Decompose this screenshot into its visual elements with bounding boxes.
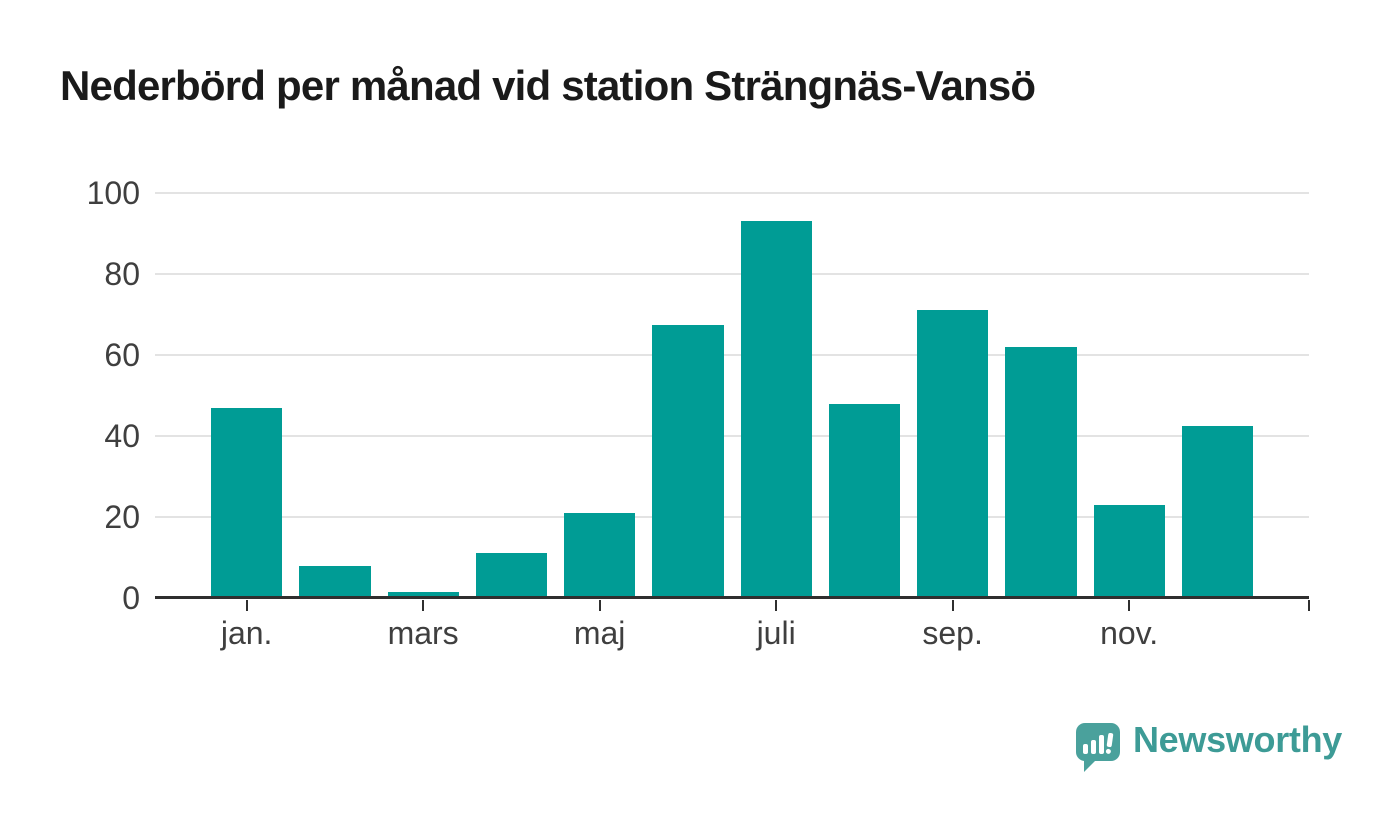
y-tick-label-80: 80 bbox=[104, 256, 140, 292]
bar-group-aug. bbox=[828, 193, 900, 598]
logo-exclamation-dot bbox=[1105, 748, 1112, 755]
x-axis-line bbox=[155, 596, 1309, 599]
bar-feb. bbox=[299, 565, 371, 598]
logo-exclamation-stem bbox=[1106, 732, 1114, 748]
x-tick-label-nov.: nov. bbox=[1100, 615, 1159, 651]
bar-group-nov.: nov. bbox=[1093, 193, 1165, 651]
logo-bar-chart-glyph bbox=[1082, 732, 1114, 755]
bar-mars bbox=[387, 591, 459, 598]
gridline-40 bbox=[155, 435, 1309, 437]
newsworthy-logo-icon bbox=[1075, 723, 1120, 772]
x-tick-label-maj: maj bbox=[573, 615, 626, 651]
logo-exclamation-glyph bbox=[1105, 732, 1114, 755]
bar-maj bbox=[564, 512, 636, 598]
y-tick-label-0: 0 bbox=[122, 580, 140, 616]
bar-group-juni bbox=[652, 193, 724, 598]
y-tick-label-100: 100 bbox=[86, 175, 140, 211]
bar-jan. bbox=[211, 407, 283, 598]
x-tick-mars bbox=[422, 600, 425, 611]
bar-juni bbox=[652, 324, 724, 598]
x-tick-nov. bbox=[1128, 600, 1131, 611]
bar-group-dec. bbox=[1181, 193, 1253, 598]
bar-juli bbox=[740, 221, 812, 598]
bar-group-jan.: jan. bbox=[211, 193, 283, 651]
x-tick-label-sep.: sep. bbox=[922, 615, 983, 651]
bar-group-apr. bbox=[475, 193, 547, 598]
bar-group-feb. bbox=[299, 193, 371, 598]
bar-group-sep.: sep. bbox=[917, 193, 989, 651]
x-tick-label-jan.: jan. bbox=[220, 615, 273, 651]
gridline-20 bbox=[155, 516, 1309, 518]
x-tick-label-mars: mars bbox=[387, 615, 459, 651]
gridline-60 bbox=[155, 354, 1309, 356]
logo-bar-large bbox=[1098, 735, 1104, 754]
gridline-100 bbox=[155, 192, 1309, 194]
gridline-80 bbox=[155, 273, 1309, 275]
x-axis-end-tick bbox=[1308, 600, 1310, 611]
bar-group-maj: maj bbox=[564, 193, 636, 651]
newsworthy-logo-text: Newsworthy bbox=[1132, 719, 1342, 760]
x-tick-maj bbox=[598, 600, 601, 611]
bar-apr. bbox=[475, 553, 547, 598]
plot-area: jan. mars maj juli sep. nov. bbox=[155, 192, 1310, 651]
logo-bar-medium bbox=[1090, 740, 1096, 754]
bar-group-okt. bbox=[1005, 193, 1077, 598]
bars-row: jan. mars maj juli sep. nov. bbox=[211, 193, 1253, 651]
y-tick-label-40: 40 bbox=[104, 418, 140, 454]
y-tick-label-20: 20 bbox=[104, 499, 140, 535]
x-tick-sep. bbox=[951, 600, 954, 611]
chart-title: Nederbörd per månad vid station Strängnä… bbox=[60, 62, 1036, 109]
bar-nov. bbox=[1093, 504, 1165, 598]
bar-group-mars: mars bbox=[387, 193, 459, 651]
logo-bar-small bbox=[1082, 744, 1088, 754]
bar-group-juli: juli bbox=[740, 193, 812, 651]
newsworthy-logo: Newsworthy bbox=[1075, 719, 1342, 772]
bar-dec. bbox=[1181, 425, 1253, 598]
bar-okt. bbox=[1005, 346, 1077, 598]
y-tick-label-60: 60 bbox=[104, 337, 140, 373]
x-tick-juli bbox=[775, 600, 778, 611]
bar-aug. bbox=[828, 403, 900, 598]
bar-sep. bbox=[917, 310, 989, 598]
x-tick-label-juli: juli bbox=[756, 615, 796, 651]
x-tick-jan. bbox=[245, 600, 248, 611]
